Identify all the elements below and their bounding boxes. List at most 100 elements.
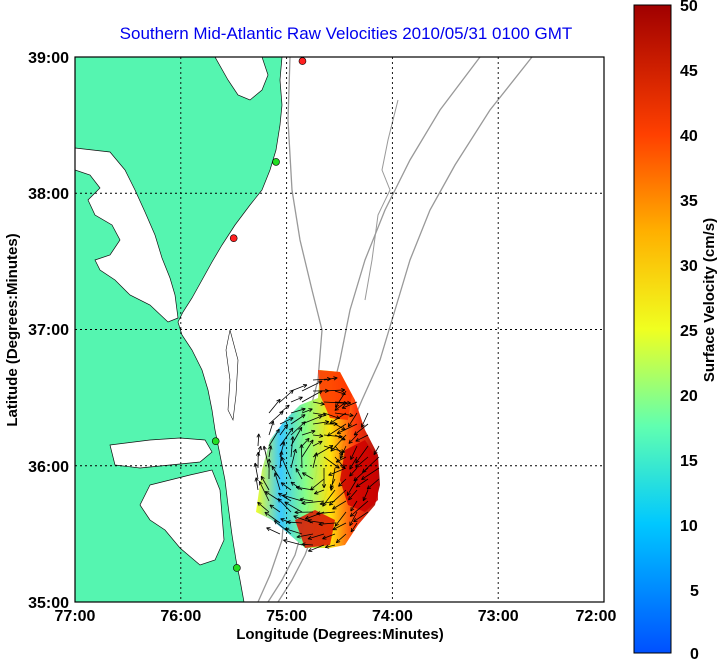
velocity-vector-head bbox=[323, 484, 327, 489]
velocity-vector bbox=[274, 520, 292, 535]
velocity-vector-head bbox=[349, 512, 353, 517]
velocity-vector-head bbox=[335, 404, 340, 408]
velocity-vector-head bbox=[270, 420, 274, 425]
velocity-vector-head bbox=[316, 511, 321, 515]
velocity-vector-head bbox=[309, 439, 314, 443]
velocity-vector-head bbox=[290, 481, 294, 486]
velocity-vector-head bbox=[281, 411, 284, 416]
velocity-vector bbox=[268, 410, 284, 425]
x-tick-label: 72:00 bbox=[576, 608, 617, 625]
velocity-vector bbox=[279, 451, 283, 469]
velocity-vector bbox=[355, 445, 369, 464]
velocity-vector-head bbox=[341, 388, 346, 391]
velocity-vector-head bbox=[280, 482, 284, 487]
velocity-vector-head bbox=[334, 406, 338, 411]
colorbar: 50 45 40 35 30 25 20 15 10 5 0 Surface V… bbox=[633, 0, 718, 659]
velocity-vector-head bbox=[254, 462, 258, 467]
velocity-vector-head bbox=[257, 451, 261, 456]
velocity-vector-head bbox=[283, 538, 288, 541]
velocity-vector-head bbox=[318, 521, 323, 525]
velocity-vector-head bbox=[301, 543, 306, 547]
velocity-vector-head bbox=[296, 534, 301, 538]
radar-station-marker bbox=[298, 57, 307, 65]
velocity-vector-head bbox=[355, 460, 360, 464]
velocity-vector-head bbox=[330, 449, 335, 452]
velocity-vector-head bbox=[282, 494, 287, 496]
velocity-vector-head bbox=[254, 477, 257, 482]
velocity-vector-head bbox=[303, 384, 308, 388]
velocity-vector-head bbox=[325, 420, 330, 423]
velocity-vector bbox=[283, 539, 303, 546]
velocity-vector-head bbox=[329, 419, 333, 424]
velocity-vector-head bbox=[333, 377, 338, 381]
chesapeake-bay bbox=[75, 147, 179, 323]
velocity-vector-head bbox=[258, 433, 261, 438]
velocity-vector-head bbox=[257, 501, 262, 504]
velocity-vector bbox=[290, 384, 308, 392]
velocity-vector bbox=[269, 504, 281, 513]
velocity-vector bbox=[334, 423, 346, 431]
velocity-vector bbox=[268, 445, 272, 458]
velocity-vector-head bbox=[347, 492, 351, 496]
colorbar-tick-label: 50 bbox=[680, 0, 698, 15]
velocity-vector-head bbox=[280, 518, 284, 523]
velocity-vector-head bbox=[330, 445, 334, 450]
velocity-vector-head bbox=[353, 431, 357, 436]
velocity-vector-head bbox=[322, 412, 327, 416]
velocity-vector-head bbox=[319, 415, 323, 420]
velocity-vector-head bbox=[301, 502, 306, 506]
velocity-vector bbox=[301, 430, 316, 436]
velocity-vector-head bbox=[257, 502, 260, 507]
velocity-vector-head bbox=[295, 468, 300, 472]
velocity-vector-head bbox=[295, 486, 300, 490]
velocity-vector-head bbox=[302, 472, 305, 477]
velocity-vector bbox=[255, 477, 259, 491]
velocity-vector bbox=[341, 401, 358, 409]
colorbar-tick-label: 0 bbox=[690, 646, 699, 659]
velocity-vector-head bbox=[301, 407, 306, 410]
velocity-vector bbox=[302, 472, 314, 480]
velocity-vector bbox=[336, 423, 358, 434]
radar-station-marker bbox=[272, 158, 280, 166]
velocity-vector-head bbox=[350, 529, 355, 533]
velocity-vector-head bbox=[329, 503, 334, 506]
velocity-vector bbox=[355, 434, 369, 442]
velocity-vector-head bbox=[279, 410, 284, 413]
velocity-vector-head bbox=[346, 402, 351, 405]
velocity-vector-head bbox=[337, 464, 340, 469]
velocity-vector-head bbox=[267, 458, 270, 463]
velocity-vector-head bbox=[268, 458, 272, 463]
velocity-vector bbox=[355, 478, 369, 488]
velocity-vector bbox=[280, 482, 292, 491]
velocity-vector-head bbox=[342, 426, 346, 431]
velocity-vector bbox=[290, 396, 303, 403]
velocity-vector-head bbox=[329, 422, 334, 424]
velocity-vector-head bbox=[273, 472, 276, 477]
velocity-vector-head bbox=[307, 519, 312, 522]
velocity-vector bbox=[286, 521, 303, 524]
colorbar-tick-label: 10 bbox=[680, 518, 698, 535]
velocity-vector bbox=[348, 489, 358, 501]
y-axis: 39:00 38:00 37:00 36:00 35:00 Latitude (… bbox=[4, 50, 69, 612]
velocity-vector bbox=[323, 412, 340, 419]
velocity-vector bbox=[312, 401, 325, 405]
y-tick-label: 37:00 bbox=[28, 322, 69, 339]
velocity-vector-head bbox=[349, 415, 354, 418]
velocity-vector-head bbox=[347, 400, 352, 404]
velocity-vector-head bbox=[270, 445, 273, 450]
velocity-vector-head bbox=[272, 421, 275, 426]
velocity-vector-head bbox=[293, 515, 297, 520]
velocity-vector-head bbox=[353, 477, 356, 482]
barrier-island-lagoon bbox=[225, 329, 239, 422]
velocity-vector-head bbox=[341, 466, 345, 469]
velocity-vector-head bbox=[321, 401, 325, 405]
velocity-vector-head bbox=[343, 464, 346, 469]
colorbar-tick-label: 30 bbox=[680, 258, 698, 275]
velocity-vector-head bbox=[349, 413, 354, 416]
velocity-vector-head bbox=[319, 435, 324, 438]
radar-station-marker bbox=[233, 564, 241, 572]
colorbar-tick-label: 15 bbox=[680, 453, 698, 470]
velocity-vector bbox=[285, 528, 303, 535]
velocity-vector bbox=[260, 476, 270, 491]
